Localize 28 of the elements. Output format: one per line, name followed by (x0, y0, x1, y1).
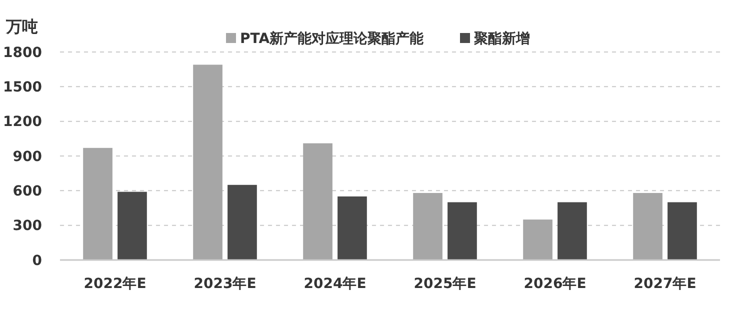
y-axis-title: 万吨 (5, 17, 38, 36)
x-tick-label: 2026年E (524, 276, 586, 292)
bar (338, 196, 367, 260)
bar (228, 184, 257, 260)
y-tick-label: 600 (12, 184, 42, 200)
bar (668, 202, 697, 260)
x-tick-label: 2023年E (194, 276, 256, 292)
bar (633, 192, 662, 260)
legend-label: PTA新产能对应理论聚酯产能 (240, 30, 425, 47)
x-tick-label: 2027年E (634, 276, 696, 292)
x-tick-label: 2024年E (304, 276, 366, 292)
y-tick-label: 0 (32, 252, 42, 269)
x-tick-label: 2022年E (84, 276, 146, 292)
bar (558, 202, 587, 260)
bar (303, 143, 332, 260)
bar (83, 148, 112, 260)
legend-label: 聚酯新增 (473, 30, 530, 47)
bar (523, 220, 552, 260)
x-tick-label: 2025年E (414, 276, 476, 292)
y-tick-label: 900 (12, 148, 42, 165)
bar (448, 202, 477, 260)
y-tick-label: 1200 (3, 114, 42, 130)
bar (413, 192, 442, 260)
y-tick-label: 1500 (3, 80, 42, 96)
bar (118, 192, 147, 260)
y-tick-label: 300 (12, 218, 42, 234)
y-tick-label: 1800 (3, 44, 42, 61)
bar (193, 64, 222, 260)
